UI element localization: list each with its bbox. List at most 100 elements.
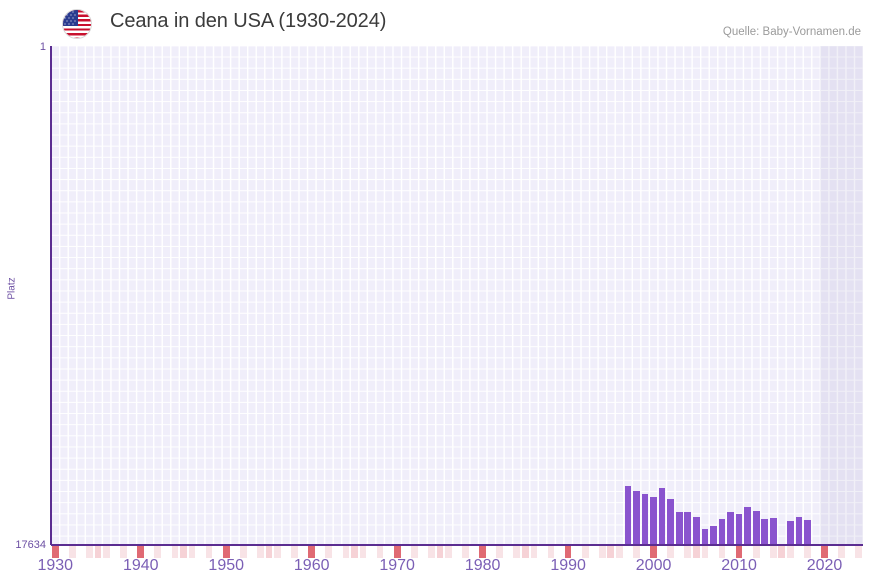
- x-tick-marker: [650, 546, 657, 558]
- x-tick-marker: [598, 546, 606, 558]
- x-tick-marker: [274, 546, 281, 558]
- x-tick-marker: [393, 546, 401, 558]
- x-tick-label: 1980: [464, 557, 501, 574]
- x-tick-marker: [838, 546, 845, 558]
- x-tick-marker: [265, 546, 273, 558]
- page-title: Ceana in den USA (1930-2024): [110, 10, 387, 32]
- x-tick-marker: [427, 546, 435, 558]
- x-tick-marker: [667, 546, 675, 558]
- x-tick-marker: [616, 546, 623, 558]
- bar[interactable]: [710, 526, 717, 545]
- x-tick-label: 1940: [122, 557, 159, 574]
- bar[interactable]: [752, 511, 760, 545]
- bar[interactable]: [727, 512, 734, 545]
- x-tick-marker: [530, 546, 538, 558]
- x-tick-marker: [547, 546, 555, 558]
- bar[interactable]: [624, 486, 632, 545]
- x-tick-label: 1990: [550, 557, 586, 574]
- x-axis-line: [51, 544, 863, 546]
- bar[interactable]: [744, 507, 751, 545]
- y-axis-title: Platz: [6, 277, 18, 300]
- bar[interactable]: [633, 491, 640, 545]
- x-tick-marker: [581, 546, 589, 558]
- us-flag-icon: [62, 9, 92, 39]
- bar[interactable]: [786, 521, 794, 545]
- grid-lines: [51, 46, 863, 545]
- x-tick-marker: [86, 546, 93, 558]
- x-tick-marker: [222, 546, 230, 558]
- x-tick-marker: [804, 546, 811, 558]
- x-tick-marker: [51, 546, 59, 558]
- x-tick-marker: [607, 546, 615, 558]
- x-tick-label: 1970: [379, 557, 415, 574]
- x-tick-marker: [257, 546, 264, 558]
- x-tick-marker: [684, 546, 692, 558]
- x-tick-marker: [359, 546, 367, 558]
- bar[interactable]: [761, 519, 769, 545]
- y-tick-bottom: 17634: [15, 539, 46, 551]
- x-tick-marker: [410, 546, 418, 558]
- bar[interactable]: [692, 517, 700, 545]
- x-tick-label: 2020: [806, 557, 843, 574]
- x-tick-label: 1930: [37, 557, 74, 574]
- source-credit: Quelle: Baby-Vornamen.de: [722, 26, 861, 38]
- chart-plot-area: [51, 46, 863, 545]
- bar[interactable]: [735, 514, 743, 545]
- x-tick-label: 2010: [721, 557, 757, 574]
- x-tick-marker: [120, 546, 127, 558]
- y-tick-top: 1: [39, 41, 46, 53]
- x-tick-marker: [325, 546, 333, 558]
- x-tick-marker: [239, 546, 247, 558]
- x-tick-marker: [291, 546, 298, 558]
- x-tick-marker: [376, 546, 384, 558]
- x-tick-marker: [351, 546, 358, 558]
- x-tick-marker: [778, 546, 786, 558]
- bar[interactable]: [658, 488, 666, 545]
- x-tick-marker: [564, 546, 572, 558]
- flag-stars: [63, 10, 78, 26]
- x-tick-marker: [496, 546, 504, 558]
- bar[interactable]: [650, 497, 657, 545]
- x-tick-marker: [205, 546, 213, 558]
- x-tick-marker: [522, 546, 529, 558]
- x-tick-marker: [786, 546, 794, 558]
- x-tick-marker: [821, 546, 828, 558]
- y-axis-line: [50, 46, 52, 545]
- x-tick-marker: [308, 546, 316, 558]
- x-tick-marker: [171, 546, 179, 558]
- x-tick-marker: [633, 546, 640, 558]
- x-tick-marker: [180, 546, 187, 558]
- x-tick-marker: [701, 546, 709, 558]
- x-tick-marker: [769, 546, 777, 558]
- x-tick-marker: [855, 546, 863, 558]
- chart-header: Ceana in den USA (1930-2024) Quelle: Bab…: [0, 0, 873, 46]
- x-tick-marker: [342, 546, 350, 558]
- bar[interactable]: [667, 499, 675, 545]
- x-tick-marker: [692, 546, 700, 558]
- x-tick-label: 1950: [208, 557, 245, 574]
- bar[interactable]: [795, 517, 803, 545]
- x-tick-label: 2000: [635, 557, 672, 574]
- bar[interactable]: [641, 494, 649, 545]
- x-tick-marker: [752, 546, 760, 558]
- x-tick-marker: [513, 546, 521, 558]
- bar[interactable]: [718, 519, 726, 545]
- bar[interactable]: [675, 512, 683, 545]
- x-tick-marker: [188, 546, 196, 558]
- x-tick-marker: [137, 546, 145, 558]
- bar[interactable]: [684, 512, 692, 545]
- bar[interactable]: [804, 520, 811, 545]
- x-tick-marker: [154, 546, 162, 558]
- x-tick-marker: [436, 546, 444, 558]
- x-tick-marker: [735, 546, 743, 558]
- x-tick-marker: [462, 546, 469, 558]
- bar[interactable]: [701, 529, 709, 545]
- x-tick-marker: [718, 546, 726, 558]
- x-tick-marker: [445, 546, 452, 558]
- x-tick-marker: [103, 546, 110, 558]
- x-tick-marker: [68, 546, 76, 558]
- x-tick-label: 1960: [293, 557, 330, 574]
- bar[interactable]: [769, 518, 777, 545]
- x-tick-marker: [479, 546, 486, 558]
